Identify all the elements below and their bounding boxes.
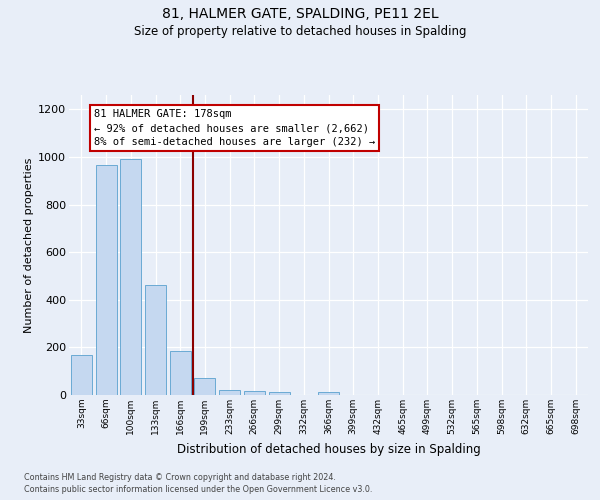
Bar [244, 391, 265, 395]
Bar [269, 392, 290, 395]
Text: Contains HM Land Registry data © Crown copyright and database right 2024.: Contains HM Land Registry data © Crown c… [24, 472, 336, 482]
Text: Distribution of detached houses by size in Spalding: Distribution of detached houses by size … [177, 442, 481, 456]
Bar [145, 285, 166, 395]
Text: Contains public sector information licensed under the Open Government Licence v3: Contains public sector information licen… [24, 485, 373, 494]
Bar [120, 160, 141, 395]
Text: Size of property relative to detached houses in Spalding: Size of property relative to detached ho… [134, 25, 466, 38]
Text: 81, HALMER GATE, SPALDING, PE11 2EL: 81, HALMER GATE, SPALDING, PE11 2EL [161, 8, 439, 22]
Text: 81 HALMER GATE: 178sqm
← 92% of detached houses are smaller (2,662)
8% of semi-d: 81 HALMER GATE: 178sqm ← 92% of detached… [94, 110, 375, 148]
Bar [71, 354, 92, 395]
Bar [318, 392, 339, 395]
Bar [219, 390, 240, 395]
Bar [95, 165, 116, 395]
Bar [194, 378, 215, 395]
Bar [170, 351, 191, 395]
Y-axis label: Number of detached properties: Number of detached properties [24, 158, 34, 332]
